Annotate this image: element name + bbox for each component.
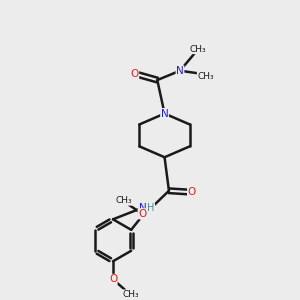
Text: CH₃: CH₃	[197, 72, 214, 81]
Text: H: H	[147, 203, 155, 213]
Text: CH₃: CH₃	[189, 45, 206, 54]
Text: N: N	[176, 66, 184, 76]
Text: O: O	[188, 187, 196, 197]
Text: O: O	[130, 69, 139, 79]
Text: CH₃: CH₃	[116, 196, 133, 205]
Text: N: N	[161, 109, 168, 118]
Text: O: O	[109, 274, 117, 284]
Text: CH₃: CH₃	[122, 290, 139, 299]
Text: N: N	[139, 203, 147, 213]
Text: O: O	[138, 209, 146, 219]
